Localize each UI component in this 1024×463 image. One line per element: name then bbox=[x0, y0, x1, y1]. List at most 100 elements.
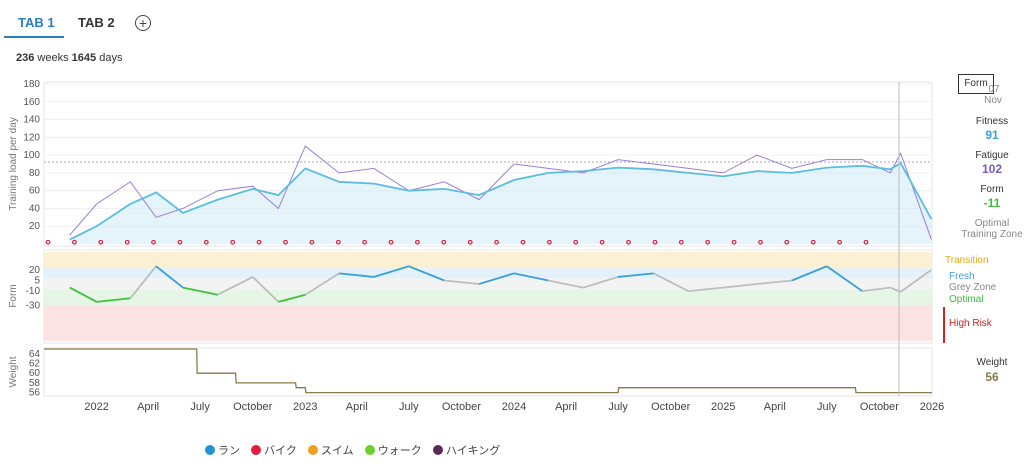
weight-y-tick-label: 58 bbox=[29, 378, 41, 389]
days-unit: days bbox=[99, 52, 123, 64]
activity-marker bbox=[652, 239, 658, 245]
weight-line bbox=[44, 348, 932, 394]
form-line-segment bbox=[548, 279, 584, 289]
x-tick-label: April bbox=[346, 401, 368, 413]
x-tick-label: July bbox=[190, 401, 210, 413]
form-line-segment bbox=[129, 265, 157, 299]
load-y-axis-label: Training load per day bbox=[8, 117, 19, 211]
tab-bar: TAB 1 TAB 2 + bbox=[0, 0, 1024, 40]
weight-y-tick-label: 60 bbox=[29, 368, 41, 379]
legend-item-run[interactable]: ラン bbox=[205, 442, 240, 458]
high-risk-bar bbox=[943, 307, 945, 343]
weight-y-tick-label: 64 bbox=[29, 349, 41, 360]
load-y-tick-label: 160 bbox=[23, 97, 40, 108]
fatigue-label: Fatigue bbox=[975, 150, 1009, 161]
load-y-tick-label: 80 bbox=[29, 168, 41, 179]
zone-optimal-band bbox=[44, 289, 932, 306]
fitness-value: 91 bbox=[985, 128, 999, 142]
zone-transition-band bbox=[44, 252, 932, 269]
x-tick-label: 2024 bbox=[502, 401, 526, 413]
activity-marker bbox=[547, 239, 552, 245]
form-line-segment bbox=[582, 276, 619, 289]
weight-y-tick-label: 62 bbox=[29, 359, 41, 370]
legend-dot bbox=[307, 445, 318, 455]
form-line-segment bbox=[513, 272, 549, 282]
x-tick-label: July bbox=[608, 401, 628, 413]
form-line-segment bbox=[278, 293, 306, 303]
form-line-segment bbox=[617, 272, 654, 278]
weight-value: 56 bbox=[985, 370, 999, 384]
tab-1[interactable]: TAB 1 bbox=[18, 15, 55, 30]
load-y-tick-label: 140 bbox=[23, 115, 40, 126]
period-summary: 236 weeks 1645 days bbox=[16, 52, 122, 64]
tab-2[interactable]: TAB 2 bbox=[78, 15, 115, 30]
activity-marker bbox=[124, 239, 130, 245]
form-y-axis-label: Form bbox=[8, 284, 19, 307]
activity-marker bbox=[626, 239, 631, 245]
activity-marker bbox=[362, 239, 368, 245]
legend-item-bike[interactable]: バイク bbox=[251, 442, 297, 458]
x-tick-label: 2022 bbox=[84, 401, 108, 413]
legend: ラン バイク スイム ウォーク ハイキング bbox=[205, 442, 508, 458]
zone-grey-label: Grey Zone bbox=[949, 282, 997, 293]
weight-panel bbox=[43, 347, 933, 397]
form-line-segment bbox=[900, 269, 932, 293]
activity-marker bbox=[573, 239, 579, 245]
activity-marker bbox=[599, 239, 605, 245]
form-y-tick-label: 5 bbox=[34, 275, 40, 286]
form-value: -11 bbox=[983, 196, 1001, 210]
zone-transition-label: Transition bbox=[945, 255, 989, 266]
activity-marker bbox=[678, 239, 684, 245]
activity-marker bbox=[256, 239, 262, 245]
zone-grey-band bbox=[44, 278, 932, 290]
x-tick-label: October bbox=[442, 401, 481, 413]
weeks-unit: weeks bbox=[37, 52, 69, 64]
zone-fresh-label: Fresh bbox=[949, 271, 975, 282]
zone-fresh-band bbox=[44, 268, 932, 279]
form-line-segment bbox=[373, 265, 410, 278]
activity-marker bbox=[810, 239, 816, 245]
activity-marker bbox=[309, 239, 315, 245]
form-line-segment bbox=[69, 286, 98, 303]
activity-marker bbox=[177, 239, 183, 245]
activity-marker bbox=[388, 239, 394, 245]
legend-item-hike[interactable]: ハイキング bbox=[432, 442, 500, 458]
form-line-segment bbox=[862, 286, 891, 293]
activity-marker bbox=[494, 239, 500, 245]
legend-dot bbox=[205, 445, 215, 455]
fitness-area bbox=[69, 163, 932, 244]
form-label: Form bbox=[980, 184, 1004, 195]
form-line-segment bbox=[756, 279, 793, 285]
form-line-segment bbox=[688, 286, 724, 293]
load-y-tick-label: 120 bbox=[23, 132, 40, 143]
form-line-segment bbox=[96, 297, 131, 303]
form-line-segment bbox=[723, 283, 758, 289]
form-line-segment bbox=[217, 276, 254, 296]
activity-marker bbox=[335, 239, 341, 245]
activity-marker bbox=[784, 239, 790, 245]
legend-item-swim[interactable]: スイム bbox=[307, 442, 354, 458]
weight-label: Weight bbox=[976, 357, 1008, 368]
activity-marker bbox=[203, 239, 209, 245]
legend-dot bbox=[251, 445, 262, 455]
zone-high-risk-label: High Risk bbox=[949, 318, 992, 329]
activity-marker bbox=[758, 239, 763, 245]
legend-item-walk[interactable]: ウォーク bbox=[364, 442, 422, 458]
load-y-tick-label: 40 bbox=[29, 203, 41, 214]
plus-circle-icon[interactable]: + bbox=[135, 15, 151, 31]
x-tick-label: April bbox=[555, 401, 577, 413]
activity-marker bbox=[151, 239, 156, 245]
fitness-label: Fitness bbox=[975, 116, 1009, 127]
form-tooltip-label: Form bbox=[958, 74, 994, 94]
load-y-tick-label: 20 bbox=[29, 221, 41, 232]
activity-marker bbox=[467, 239, 473, 245]
x-tick-label: October bbox=[860, 401, 899, 413]
form-line-segment bbox=[408, 265, 445, 282]
form-line-segment bbox=[338, 272, 375, 278]
cursor-date-day: 07 bbox=[988, 84, 1000, 95]
form-y-tick-label: 20 bbox=[29, 265, 41, 276]
x-tick-label: 2023 bbox=[293, 401, 317, 413]
weeks-count: 236 bbox=[16, 52, 35, 64]
load-y-tick-label: 100 bbox=[23, 150, 40, 161]
